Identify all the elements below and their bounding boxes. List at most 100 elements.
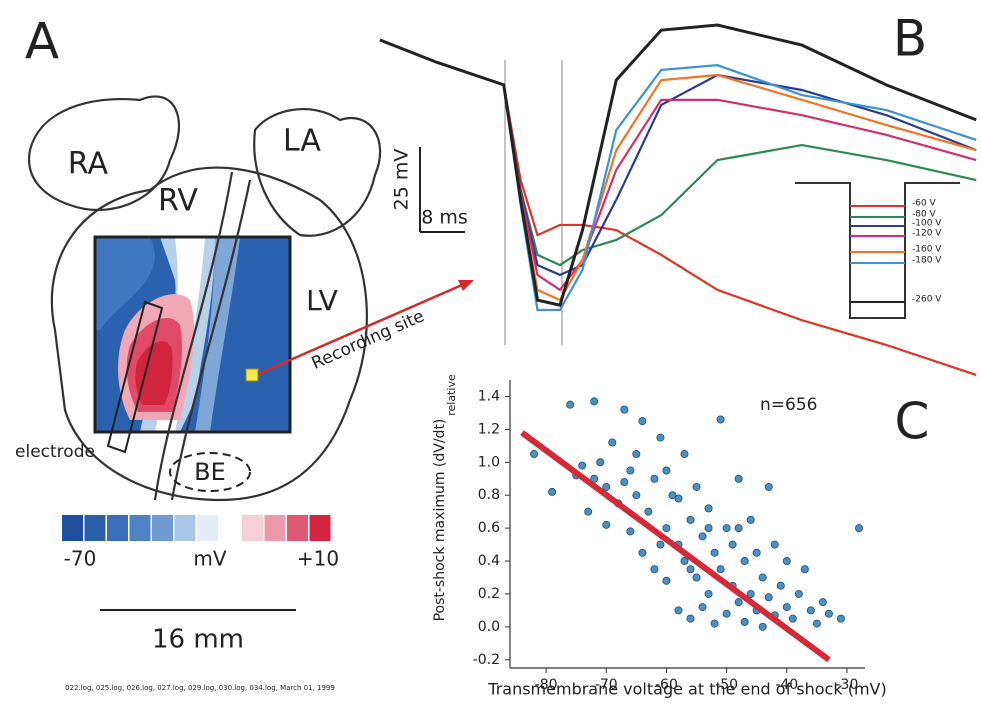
colorbar-swatch <box>129 515 151 541</box>
panel-label: A <box>25 13 59 71</box>
point <box>722 609 731 618</box>
colorbar-swatch <box>197 515 218 541</box>
region-label: LV <box>306 284 338 317</box>
point <box>602 482 611 491</box>
x-tick-label: -70 <box>595 677 618 693</box>
point <box>626 527 635 536</box>
point <box>704 589 713 598</box>
point <box>686 614 695 623</box>
colorbar-swatch <box>62 515 83 541</box>
point <box>662 466 671 475</box>
point <box>776 581 785 590</box>
point <box>596 458 605 467</box>
point <box>788 614 797 623</box>
colorbar-swatch <box>242 515 263 541</box>
y-tick-label: 0.8 <box>478 487 500 503</box>
fit-line <box>520 430 831 663</box>
point <box>638 417 647 426</box>
point <box>548 487 557 496</box>
point <box>836 614 845 623</box>
y-tick-label: -0.2 <box>473 652 500 668</box>
voltage-scale-label: 25 mV <box>391 149 413 211</box>
point <box>686 515 695 524</box>
scale-label: 16 mm <box>152 625 244 655</box>
arrow-head <box>458 280 474 291</box>
colorbar-swatch <box>309 515 331 541</box>
point <box>662 576 671 585</box>
panel-label: B <box>893 10 927 68</box>
point <box>818 598 827 607</box>
legend-label: -100 V <box>912 219 942 229</box>
colorbar-label: -70 <box>64 547 97 571</box>
right-atrium <box>27 95 180 212</box>
point <box>812 619 821 628</box>
point <box>674 606 683 615</box>
point <box>758 573 767 582</box>
point <box>620 478 629 487</box>
point <box>632 450 641 459</box>
recording-site <box>245 368 259 382</box>
point <box>590 474 599 483</box>
map-frame <box>93 235 292 434</box>
y-tick-label: 1.0 <box>478 454 500 470</box>
point <box>608 438 617 447</box>
region-label: BE <box>194 458 226 486</box>
point <box>644 507 653 516</box>
point <box>650 565 659 574</box>
trace <box>379 38 977 312</box>
colorbar-swatch <box>287 515 308 541</box>
point <box>632 491 641 500</box>
point <box>638 548 647 557</box>
trace <box>379 38 977 277</box>
colorbar <box>62 515 331 541</box>
point <box>794 589 803 598</box>
arrow <box>257 283 463 376</box>
point <box>626 466 635 475</box>
point <box>734 474 743 483</box>
left-atrium <box>253 108 382 237</box>
colorbar-label: +10 <box>297 547 339 571</box>
point <box>704 504 713 513</box>
point <box>674 494 683 503</box>
point <box>854 524 863 533</box>
point <box>686 565 695 574</box>
point <box>740 617 749 626</box>
colorbar-unit: mV <box>193 547 226 571</box>
footer: 022.log, 025.log, 026.log, 027.log, 029.… <box>65 684 335 692</box>
point <box>734 598 743 607</box>
traces: -60 V-80 V-100 V-120 V -160 V-180 V -260 V… <box>379 23 977 376</box>
trace <box>379 38 977 376</box>
legend-label: -180 V <box>912 256 942 266</box>
point <box>752 548 761 557</box>
panel-label: C <box>895 393 930 451</box>
heart-map <box>27 95 474 502</box>
point <box>620 405 629 414</box>
point <box>716 565 725 574</box>
x-tick-label: -30 <box>836 677 859 693</box>
legend-label: -60 V <box>912 199 937 209</box>
point <box>764 593 773 602</box>
trace <box>379 23 977 307</box>
point <box>698 532 707 541</box>
time-scale-label: 8 ms <box>421 207 468 229</box>
colorbar-swatch <box>174 515 196 541</box>
region-label: LA <box>283 124 321 159</box>
colorbar-swatch <box>264 515 286 541</box>
point <box>758 622 767 631</box>
y-tick-label: 1.2 <box>478 421 500 437</box>
legend-label: -80 V <box>912 210 937 220</box>
x-axis-title: Transmembrane voltage at the end of shoc… <box>487 680 886 699</box>
point <box>698 603 707 612</box>
point <box>566 400 575 409</box>
ventricles <box>50 166 368 502</box>
point <box>800 565 809 574</box>
point <box>824 609 833 618</box>
point <box>710 548 719 557</box>
legend-label: -160 V <box>912 245 942 255</box>
colorbar-swatch <box>219 515 241 541</box>
point <box>680 450 689 459</box>
y-tick-label: 0.4 <box>478 553 500 569</box>
electrode <box>106 300 164 454</box>
point <box>728 540 737 549</box>
